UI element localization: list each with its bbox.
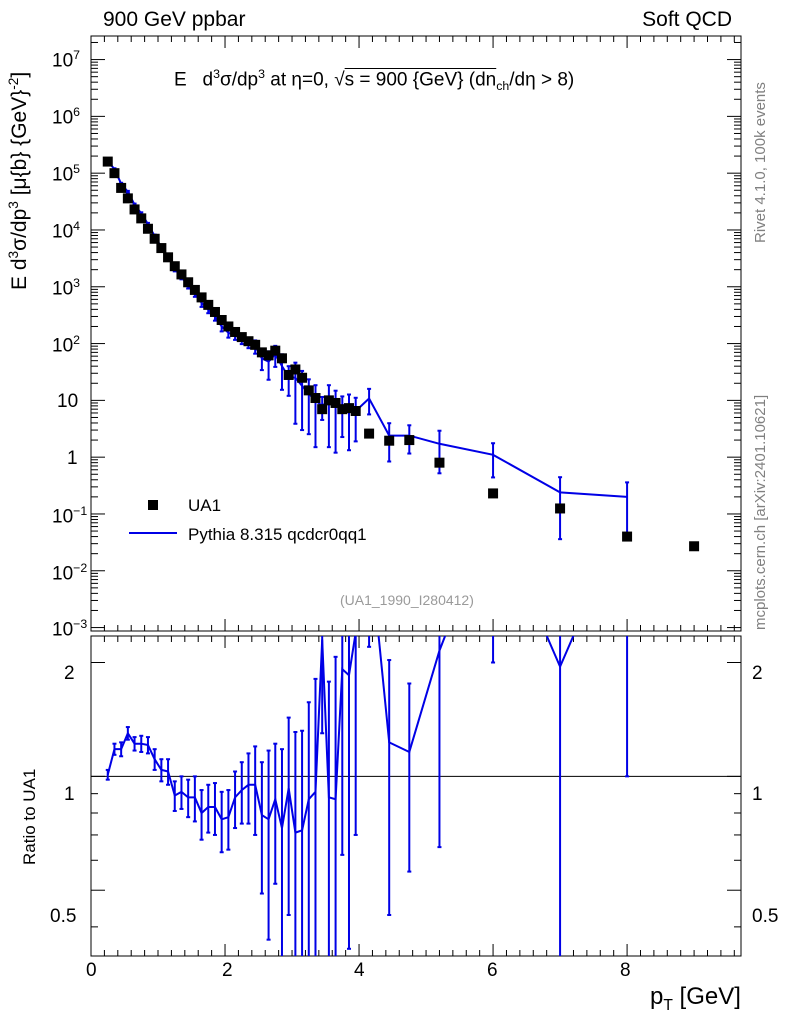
data-point: [216, 314, 227, 325]
data-point: [230, 326, 241, 337]
main-frame: [90, 35, 742, 632]
data-point: [163, 252, 174, 263]
legend-data-label: UA1: [188, 496, 222, 515]
data-point: [136, 213, 147, 224]
data-point: [236, 332, 247, 343]
data-point: [142, 223, 153, 234]
y-tick-label: 103: [52, 276, 81, 300]
data-point: [169, 261, 180, 272]
ratio-y-axis-title: Ratio to UA1: [20, 768, 39, 865]
y-tick-label: 105: [52, 162, 81, 186]
y-tick-label: 1: [67, 448, 78, 469]
y-tick-label: 107: [52, 48, 81, 72]
data-point: [243, 336, 254, 347]
data-point: [343, 403, 354, 414]
main-panel: [90, 35, 742, 648]
data-point: [122, 193, 133, 204]
ratio-tick-label-right: 0.5: [752, 906, 779, 927]
data-point: [116, 182, 127, 193]
data-point: [337, 404, 348, 415]
data-point: [176, 269, 187, 280]
x-tick-label: 6: [487, 960, 498, 981]
data-point: [434, 457, 445, 468]
data-point: [223, 321, 234, 332]
data-point: [303, 385, 314, 396]
mc-series-line: [106, 160, 628, 498]
ratio-panel: [90, 635, 742, 957]
ratio-tick-label-right: 2: [752, 663, 763, 684]
y-tick-label: 10: [57, 391, 79, 412]
data-point: [270, 345, 281, 356]
data-point: [283, 369, 294, 380]
ratio-tick-label: 0.5: [50, 906, 77, 927]
data-point: [209, 306, 220, 317]
ratio-tick-label: 1: [64, 784, 75, 805]
ratio-series-line: [106, 636, 575, 834]
header-right: Soft QCD: [642, 8, 732, 31]
y-tick-label: 10−3: [52, 617, 88, 641]
legend-mc-label: Pythia 8.315 qcdcr0qq1: [188, 525, 367, 544]
rivet-label: Rivet 4.1.0, 100k events: [752, 82, 769, 243]
analysis-reference: (UA1_1990_I280412): [340, 592, 474, 608]
data-point: [689, 541, 700, 552]
y-tick-label: 106: [52, 105, 81, 129]
data-point: [263, 350, 274, 361]
data-point: [250, 339, 261, 350]
ratio-frame: [90, 635, 742, 957]
data-point: [129, 204, 140, 215]
data-point: [149, 233, 160, 244]
data-point: [350, 405, 361, 416]
x-tick-label: 0: [86, 960, 97, 981]
data-point: [102, 156, 113, 167]
y-tick-label: 102: [52, 333, 81, 357]
y-axis-title: E d3σ/dp3 [μ{b} {GeV}-2]: [6, 71, 31, 290]
mcplots-label: mcplots.cern.ch [arXiv:2401.10621]: [752, 394, 769, 630]
data-point: [317, 404, 328, 415]
data-point: [364, 428, 375, 439]
x-axis-title: pT [GeV]: [650, 983, 741, 1014]
data-point: [488, 488, 499, 499]
data-point: [196, 292, 207, 303]
data-point: [310, 393, 321, 404]
data-point: [156, 243, 167, 254]
y-tick-label: 104: [52, 219, 81, 243]
ratio-tick-label-right: 1: [752, 784, 763, 805]
data-point: [290, 364, 301, 375]
ratio-tick-label: 2: [64, 663, 75, 684]
data-point: [297, 372, 308, 383]
data-point: [183, 277, 194, 288]
data-point: [384, 435, 395, 446]
y-tick-label: 10−1: [52, 504, 88, 528]
plot-title: E d3σ/dp3 at η=0, √s = 900 {GeV} (dnch/d…: [174, 67, 575, 94]
data-point: [555, 503, 566, 514]
y-tick-label: 10−2: [52, 561, 88, 585]
x-tick-label: 4: [354, 960, 365, 981]
legend-data-marker: [148, 500, 158, 510]
data-point: [622, 531, 633, 542]
data-point: [109, 168, 120, 179]
data-point: [404, 435, 415, 446]
data-point: [323, 395, 334, 406]
data-point: [203, 299, 214, 310]
data-point: [330, 397, 341, 408]
data-point: [276, 353, 287, 364]
data-point: [189, 284, 200, 295]
x-tick-label: 8: [620, 960, 631, 981]
x-tick-label: 2: [222, 960, 233, 981]
data-point: [256, 347, 267, 358]
header-left: 900 GeV ppbar: [103, 8, 246, 31]
